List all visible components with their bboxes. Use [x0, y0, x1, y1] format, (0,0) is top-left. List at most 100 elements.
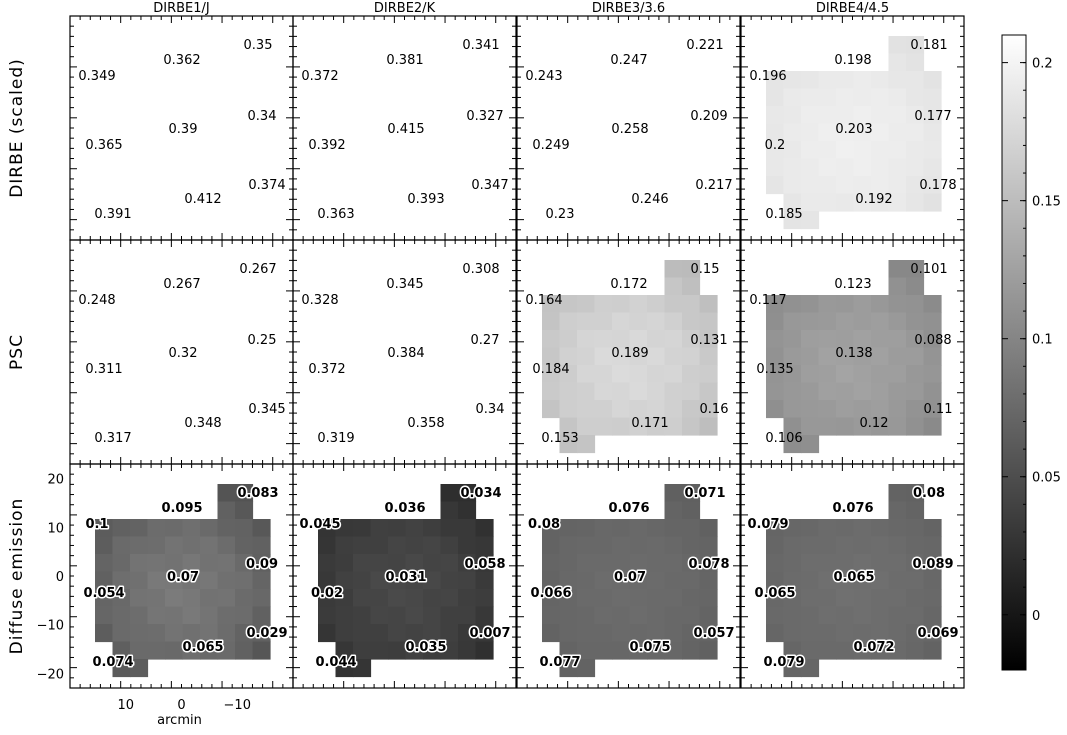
map-cell — [370, 589, 389, 608]
map-cell — [559, 365, 578, 384]
map-cell — [475, 347, 494, 366]
map-cell — [388, 536, 407, 555]
map-cell — [682, 501, 701, 520]
map-cell — [165, 641, 184, 660]
map-cell — [200, 123, 219, 142]
map-cell — [217, 589, 236, 608]
x-tick-label: −10 — [224, 698, 251, 713]
map-cell — [836, 295, 855, 314]
map-cell — [888, 193, 907, 212]
map-cell — [165, 571, 184, 590]
map-cell — [594, 88, 613, 107]
data-label: 0.069 — [917, 626, 958, 641]
map-cell — [647, 417, 666, 436]
data-label: 0.058 — [464, 557, 505, 572]
map-cell — [559, 312, 578, 331]
map-cell — [612, 624, 631, 643]
map-cell — [612, 123, 631, 142]
map-cell — [458, 260, 477, 279]
map-cell — [370, 554, 389, 573]
data-label: 0.381 — [386, 53, 423, 68]
map-cell — [217, 382, 236, 401]
map-cell — [182, 176, 201, 195]
map-cell — [200, 193, 219, 212]
map-cell — [405, 347, 424, 366]
data-label: 0.203 — [835, 122, 872, 137]
map-cell — [217, 158, 236, 177]
map-cell — [235, 641, 254, 660]
map-cell — [801, 158, 820, 177]
map-cell — [252, 141, 271, 160]
data-label: 0.131 — [690, 333, 727, 348]
data-label: 0.138 — [835, 346, 872, 361]
map-cell — [664, 382, 683, 401]
data-label: 0.32 — [169, 346, 198, 361]
map-cell — [559, 176, 578, 195]
map-cell — [217, 501, 236, 520]
map-cell — [147, 400, 166, 419]
data-label: 0.319 — [317, 431, 354, 446]
map-cell — [906, 571, 925, 590]
data-label: 0.358 — [407, 416, 444, 431]
data-label: 0.209 — [690, 109, 727, 124]
map-cell — [440, 158, 459, 177]
map-cell — [252, 624, 271, 643]
map-cell — [458, 554, 477, 573]
map-cell — [217, 536, 236, 555]
data-label: 0.198 — [834, 53, 871, 68]
data-label: 0.393 — [407, 192, 444, 207]
map-cell — [906, 141, 925, 160]
map-cell — [235, 106, 254, 125]
map-cell — [217, 554, 236, 573]
map-cell — [818, 193, 837, 212]
map-cell — [906, 88, 925, 107]
map-cell — [542, 519, 561, 538]
map-cell — [801, 312, 820, 331]
map-cell — [147, 589, 166, 608]
map-cell — [95, 571, 114, 590]
map-cell — [335, 106, 354, 125]
map-cell — [906, 260, 925, 279]
map-cell — [182, 295, 201, 314]
map-cell — [200, 571, 219, 590]
map-cell — [906, 641, 925, 660]
map-cell — [370, 641, 389, 660]
map-cell — [388, 606, 407, 625]
data-label: 0.23 — [546, 207, 575, 222]
panel-r0-c1: 0.372 0.381 0.341 0.327 0.392 0.415 0.347 0.363… — [292, 15, 517, 241]
map-cell — [766, 71, 785, 90]
map-cell — [217, 277, 236, 296]
data-label: 0.079 — [747, 517, 788, 532]
map-cell — [235, 624, 254, 643]
map-cell — [370, 312, 389, 331]
map-cell — [475, 624, 494, 643]
map-cell — [405, 400, 424, 419]
map-cell — [130, 659, 149, 678]
map-cell — [906, 176, 925, 195]
map-cell — [647, 347, 666, 366]
map-cell — [235, 53, 254, 72]
map-cell — [923, 400, 942, 419]
map-cell — [370, 158, 389, 177]
map-cell — [853, 589, 872, 608]
map-cell — [577, 88, 596, 107]
map-cell — [147, 417, 166, 436]
map-cell — [335, 554, 354, 573]
map-cell — [783, 347, 802, 366]
map-cell — [542, 400, 561, 419]
map-cell — [95, 624, 114, 643]
map-cell — [235, 330, 254, 349]
map-cell — [594, 606, 613, 625]
map-cell — [783, 571, 802, 590]
map-cell — [542, 624, 561, 643]
map-cell — [577, 106, 596, 125]
map-cell — [699, 624, 718, 643]
map-cell — [440, 312, 459, 331]
map-cell — [405, 554, 424, 573]
map-cell — [818, 554, 837, 573]
map-cell — [182, 106, 201, 125]
map-cell — [353, 141, 372, 160]
map-cell — [165, 312, 184, 331]
map-cell — [871, 554, 890, 573]
map-cell — [766, 312, 785, 331]
